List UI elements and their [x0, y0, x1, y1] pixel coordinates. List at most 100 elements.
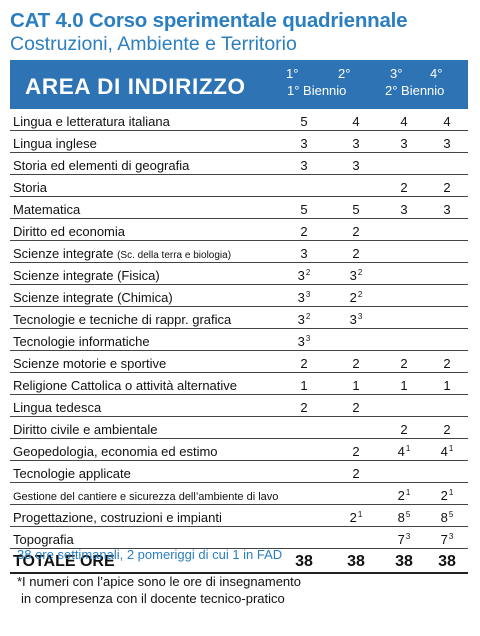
hours-value: 4	[440, 444, 448, 459]
area-title: AREA DI INDIRIZZO	[25, 74, 246, 99]
copresence-hours: 5	[448, 510, 454, 519]
hours-year-2	[330, 328, 382, 351]
hours-year-2: 3	[330, 130, 382, 153]
hours-year-4	[426, 284, 468, 307]
subject-cell: Diritto civile e ambientale	[10, 416, 278, 439]
hours-year-3: 4	[382, 109, 426, 131]
hours-table: Lingua e letteratura italiana 5 4 4 4 Lingua …	[10, 109, 468, 574]
hours-year-4	[426, 394, 468, 417]
hours-value: 7	[397, 532, 405, 547]
hours-year-2: 1	[330, 372, 382, 395]
page-title: CAT 4.0 Corso sperimentale quadriennale	[10, 9, 408, 32]
hours-year-2: 2	[330, 350, 382, 373]
hours-value: 3	[297, 290, 305, 305]
hours-year-2: 2	[330, 438, 382, 461]
hours-year-1: 2	[278, 394, 330, 417]
hours-year-1	[278, 482, 330, 505]
hours-value: 1	[400, 378, 408, 393]
hours-value: 3	[443, 136, 451, 151]
copresence-hours: 2	[357, 268, 363, 277]
hours-value: 7	[440, 532, 448, 547]
hours-year-4: 21	[426, 482, 468, 505]
hours-year-2: 2	[330, 218, 382, 241]
header-year-2: 2°	[338, 66, 351, 81]
hours-year-2: 2	[330, 240, 382, 263]
hours-value: 3	[297, 334, 305, 349]
hours-year-3: 2	[382, 416, 426, 439]
subject-name: Progettazione, costruzioni e impianti	[13, 510, 222, 525]
subject-cell: Tecnologie e tecniche di rappr. grafica	[10, 306, 278, 329]
subject-name: Religione Cattolica o attività alternati…	[13, 378, 238, 393]
hours-year-2	[330, 174, 382, 197]
subject-cell: Progettazione, costruzioni e impianti	[10, 504, 278, 527]
hours-value: 2	[400, 422, 408, 437]
hours-year-1: 1	[278, 372, 330, 395]
hours-year-2: 3	[330, 152, 382, 175]
table-row: Lingua tedesca 2 2	[10, 394, 468, 417]
hours-year-3	[382, 152, 426, 175]
hours-year-4	[426, 152, 468, 175]
hours-year-2: 33	[330, 306, 382, 329]
hours-year-1: 3	[278, 152, 330, 175]
hours-year-3: 3	[382, 130, 426, 153]
hours-value: 3	[443, 202, 451, 217]
subject-cell: Scienze integrate (Fisica)	[10, 262, 278, 285]
hours-value: 2	[443, 180, 451, 195]
copresence-hours: 3	[405, 532, 411, 541]
hours-year-4	[426, 240, 468, 263]
subject-name: Tecnologie applicate	[13, 466, 131, 481]
hours-value: 2	[300, 224, 308, 239]
subject-cell: Tecnologie informatiche	[10, 328, 278, 351]
hours-year-1	[278, 416, 330, 439]
table-row: Diritto civile e ambientale 2 2	[10, 416, 468, 439]
hours-value: 2	[300, 356, 308, 371]
hours-year-3: 21	[382, 482, 426, 505]
subject-name: Lingua inglese	[13, 136, 97, 151]
subject-name: Diritto ed economia	[13, 224, 125, 239]
hours-year-2	[330, 416, 382, 439]
subject-cell: Scienze integrate (Sc. della terra e bio…	[10, 240, 278, 263]
subject-cell: Lingua inglese	[10, 130, 278, 153]
hours-year-2	[330, 482, 382, 505]
subject-name: Gestione del cantiere e sicurezza dell’a…	[13, 491, 278, 503]
copresence-hours: 2	[305, 312, 311, 321]
hours-year-4: 85	[426, 504, 468, 527]
header-year-1: 1°	[286, 66, 299, 81]
total-year-2: 38	[330, 548, 382, 574]
table-row: Scienze integrate (Sc. della terra e bio…	[10, 240, 468, 263]
subject-name: Scienze integrate (Fisica)	[13, 268, 160, 283]
table-row: Scienze motorie e sportive 2 2 2 2	[10, 350, 468, 373]
hours-year-2: 2	[330, 460, 382, 483]
header-biennio-2: 2° Biennio	[385, 83, 445, 98]
subject-cell: Tecnologie applicate	[10, 460, 278, 483]
hours-table-body: Lingua e letteratura italiana 5 4 4 4 Lingua …	[10, 109, 468, 549]
hours-value: 3	[300, 158, 308, 173]
hours-year-4	[426, 306, 468, 329]
hours-year-3: 2	[382, 174, 426, 197]
hours-value: 3	[400, 202, 408, 217]
hours-year-4	[426, 262, 468, 285]
table-row: Diritto ed economia 2 2	[10, 218, 468, 241]
table-row: Storia 2 2	[10, 174, 468, 197]
page-subtitle: Costruzioni, Ambiente e Territorio	[10, 33, 297, 55]
hours-year-4: 2	[426, 416, 468, 439]
hours-year-3	[382, 218, 426, 241]
total-year-4: 38	[426, 548, 468, 574]
subject-cell: Matematica	[10, 196, 278, 219]
hours-value: 5	[300, 202, 308, 217]
subject-name: Lingua tedesca	[13, 400, 102, 415]
hours-value: 2	[349, 510, 357, 525]
hours-value: 3	[349, 268, 357, 283]
subject-cell: Geopedologia, economia ed estimo	[10, 438, 278, 461]
hours-value: 3	[300, 246, 308, 261]
table-row: Gestione del cantiere e sicurezza dell’a…	[10, 482, 468, 505]
hours-value: 8	[440, 510, 448, 525]
hours-year-1: 32	[278, 306, 330, 329]
subject-cell: Storia	[10, 174, 278, 197]
hours-value: 3	[300, 136, 308, 151]
hours-year-2: 22	[330, 284, 382, 307]
subject-cell: Scienze motorie e sportive	[10, 350, 278, 373]
hours-year-1: 5	[278, 196, 330, 219]
subject-name: Diritto civile e ambientale	[13, 422, 158, 437]
hours-year-4	[426, 218, 468, 241]
